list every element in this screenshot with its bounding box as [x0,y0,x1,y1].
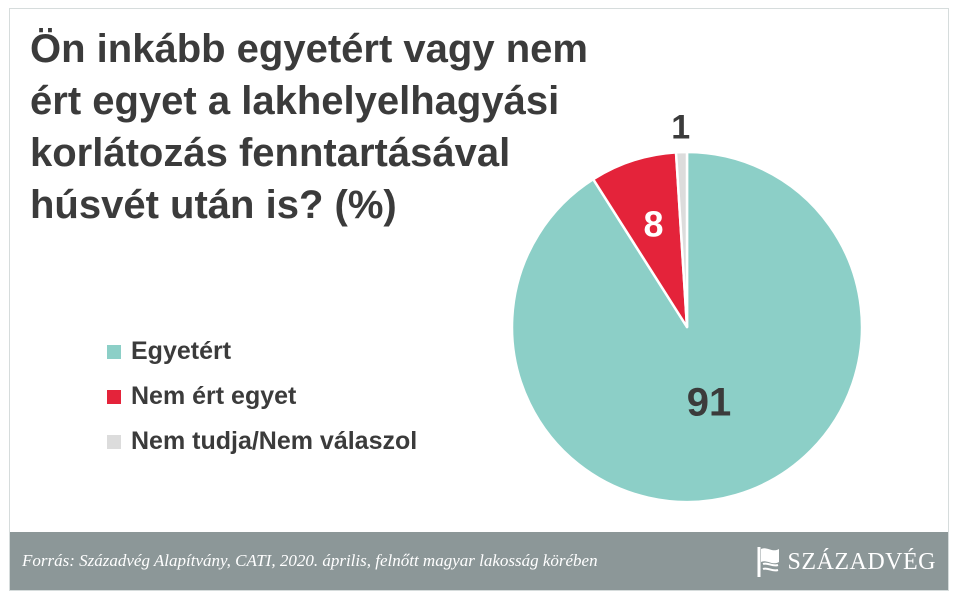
footer-bar: Forrás: Századvég Alapítvány, CATI, 2020… [10,532,948,590]
legend: Egyetért Nem ért egyet Nem tudja/Nem vál… [107,329,417,464]
legend-swatch [107,389,121,404]
data-label-0: 91 [687,381,732,425]
data-label-1: 8 [643,203,663,244]
legend-label: Nem tudja/Nem válaszol [131,427,418,455]
source-note: Forrás: Századvég Alapítvány, CATI, 2020… [22,551,598,570]
legend-swatch [107,434,121,449]
pie-slice-2 [674,150,689,329]
legend-label: Egyetért [131,337,232,365]
legend-item-nem-tudja: Nem tudja/Nem válaszol [107,419,417,464]
legend-label: Nem ért egyet [131,382,297,410]
flag-icon [757,547,779,577]
data-label-2: 1 [671,109,690,147]
chart-card: Ön inkább egyetért vagy nem ért egyet a … [9,8,949,591]
legend-swatch [107,344,121,359]
logo-text: SZÁZADVÉG [787,548,936,575]
pie-chart: 91 8 1 [510,109,864,504]
legend-item-egyetert: Egyetért [107,329,417,374]
szazadveg-logo: SZÁZADVÉG [756,544,937,580]
chart-title: Ön inkább egyetért vagy nem ért egyet a … [30,27,588,227]
legend-item-nem-ert-egyet: Nem ért egyet [107,374,417,419]
